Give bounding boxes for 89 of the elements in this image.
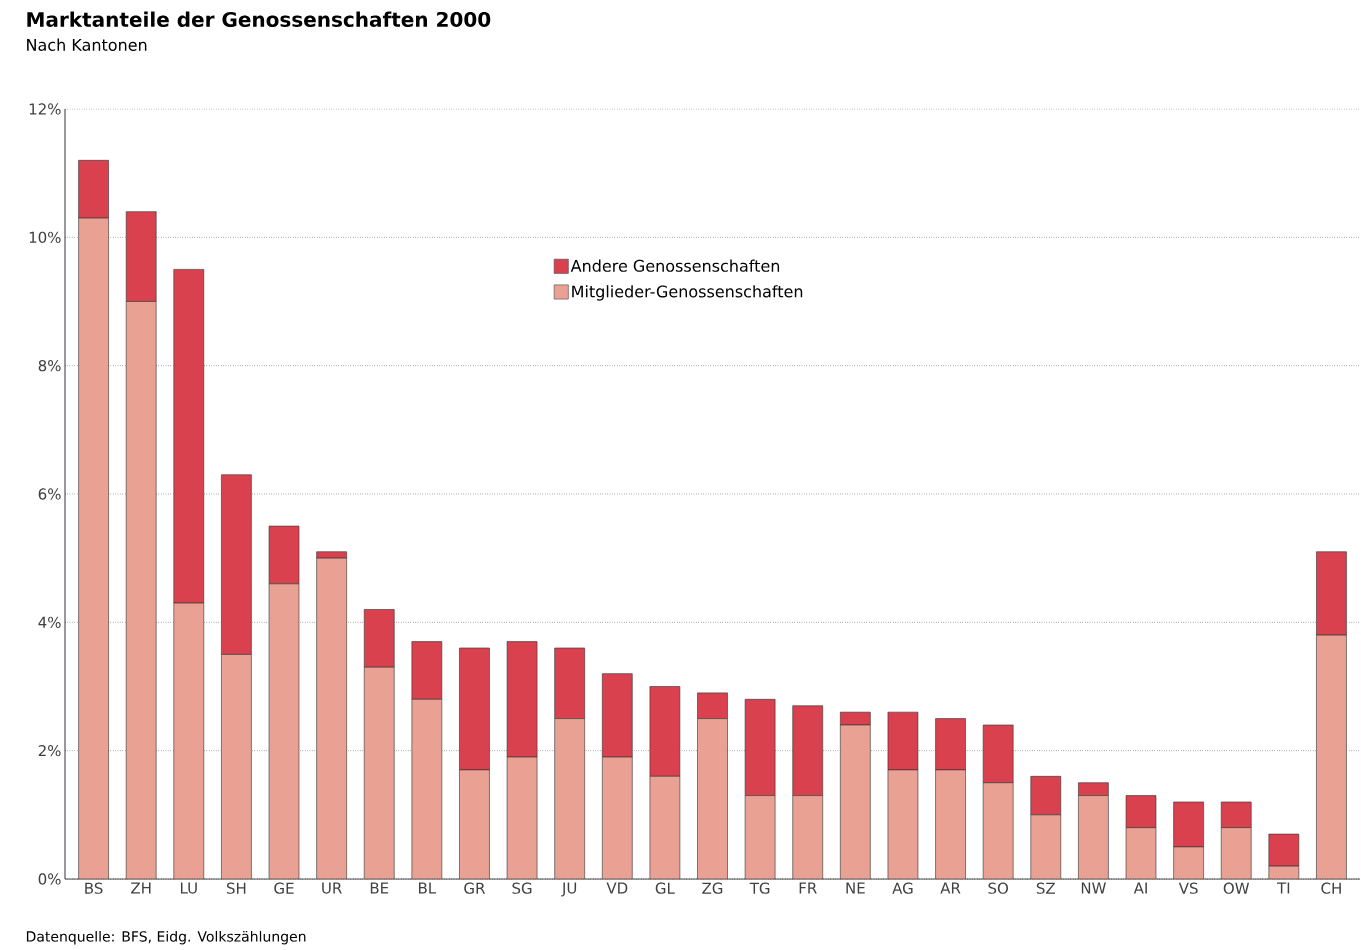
bar (840, 724, 871, 879)
bar (1125, 827, 1157, 879)
x-tick-label: ZG (702, 882, 723, 894)
bar (506, 641, 538, 758)
bar (649, 776, 681, 879)
bar (1173, 846, 1204, 879)
bar (411, 641, 443, 700)
bar (411, 699, 443, 879)
bar (316, 557, 347, 879)
bar (982, 724, 1014, 784)
bar (1316, 634, 1347, 879)
bar (554, 647, 585, 719)
bar (697, 692, 728, 719)
bar (1220, 801, 1252, 828)
bar (1030, 776, 1062, 816)
bar (78, 217, 109, 879)
bar (268, 583, 300, 879)
x-tick-label: VD (606, 882, 628, 894)
x-tick-label: BE (370, 882, 389, 894)
bar (221, 474, 252, 655)
bar (887, 769, 919, 879)
bar (792, 705, 824, 796)
bar (1268, 833, 1300, 867)
x-tick-label: UR (322, 882, 342, 894)
y-tick-label: 4% (38, 616, 61, 628)
x-tick-label: TI (1276, 882, 1290, 894)
y-tick-label: 0% (38, 873, 61, 885)
bar (459, 647, 490, 771)
bar (1078, 782, 1109, 796)
bar (316, 551, 347, 559)
bar (173, 602, 205, 879)
x-tick-label: AI (1133, 882, 1147, 894)
x-tick-label: LU (180, 882, 197, 894)
x-tick-label: CH (1321, 882, 1341, 894)
x-tick-label: JU (561, 882, 577, 897)
legend-label: Mitglieder-Genossenschaften (572, 285, 803, 301)
x-tick-label: FR (799, 882, 817, 894)
bar (1030, 814, 1062, 879)
x-tick-label: VS (1178, 882, 1198, 894)
x-tick-label: AG (892, 882, 913, 894)
y-tick-label: 12% (29, 103, 61, 115)
x-tick-label: TG (749, 882, 770, 894)
chart-subtitle: Nach Kantonen (27, 38, 147, 51)
bar (792, 795, 824, 879)
bar (221, 654, 252, 879)
y-tick-label: 6% (38, 488, 61, 500)
x-tick-label: NE (846, 882, 865, 894)
bar (1173, 801, 1204, 848)
bar (363, 666, 395, 879)
bar (887, 711, 919, 771)
x-tick-label: BL (419, 882, 437, 894)
bar (554, 718, 585, 879)
bar (935, 769, 966, 879)
bar (1078, 795, 1109, 879)
bar (601, 673, 633, 758)
x-tick-label: GL (655, 882, 675, 894)
bar (601, 756, 633, 879)
chart-title: Marktanteile der Genossenschaften 2000 (27, 11, 491, 27)
x-tick-label: OW (1223, 882, 1250, 894)
y-tick-label: 8% (38, 359, 61, 372)
bar (744, 699, 776, 796)
bar (840, 711, 871, 726)
x-tick-label: SO (988, 882, 1008, 894)
y-tick-label: 10% (29, 231, 61, 243)
bar (268, 525, 300, 585)
text: Datenquelle: BFS, Eidg. Volkszählungen (26, 930, 306, 945)
x-tick-label: GR (464, 882, 486, 894)
bar (982, 782, 1014, 879)
bar (459, 769, 490, 879)
bar (1125, 795, 1157, 828)
x-tick-label: GE (274, 882, 294, 894)
x-tick-label: NW (1081, 882, 1106, 894)
bar (506, 756, 538, 879)
x-tick-label: SH (226, 882, 246, 894)
bar (935, 718, 966, 771)
bar (125, 301, 157, 879)
bar (744, 795, 776, 879)
bar (697, 718, 728, 879)
y-tick-label: 2% (38, 744, 61, 757)
legend-label: Andere Genossenschaften (570, 259, 780, 272)
bar (363, 609, 395, 668)
x-tick-label: SG (512, 882, 532, 894)
x-tick-label: ZH (131, 882, 151, 894)
x-tick-label: BS (85, 882, 103, 894)
x-tick-label: SZ (1036, 882, 1056, 894)
x-tick-label: AR (940, 882, 961, 894)
bar (1220, 827, 1252, 879)
bar (173, 269, 205, 604)
bar (649, 686, 681, 777)
